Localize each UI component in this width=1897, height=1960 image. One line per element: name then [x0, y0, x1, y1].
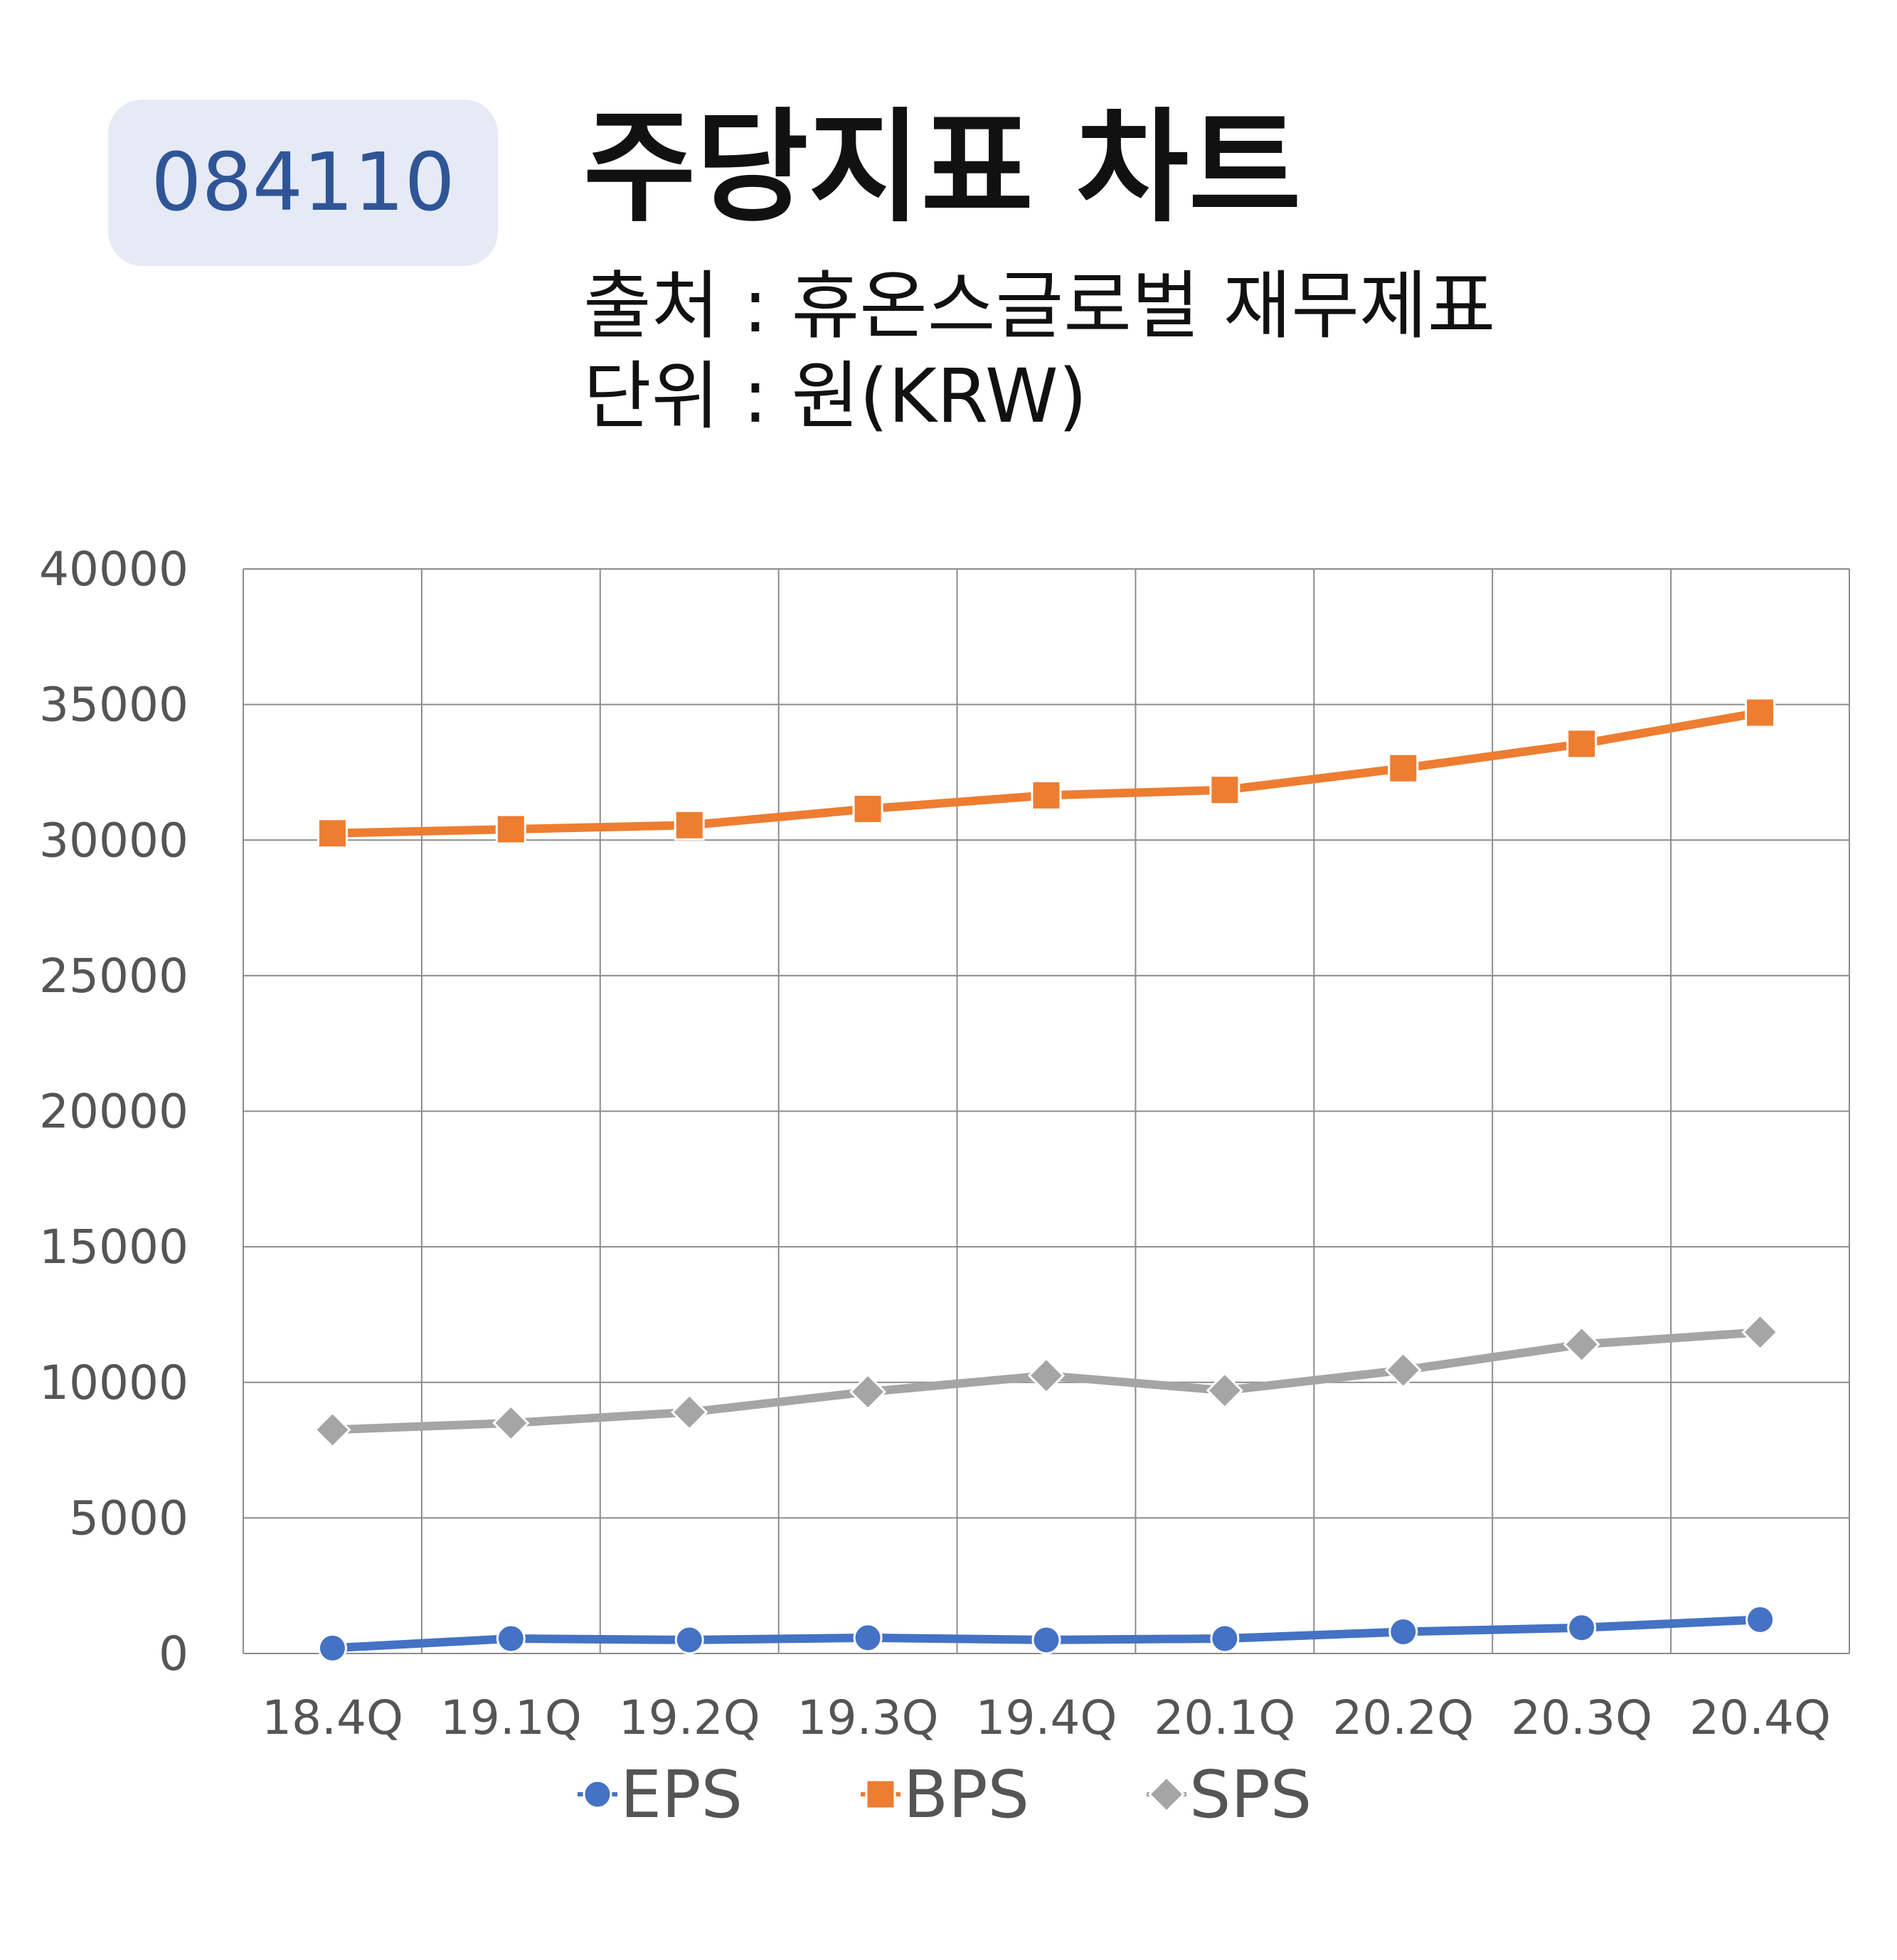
legend-item-bps: BPS	[861, 1757, 1029, 1833]
data-point-sps	[1206, 1372, 1244, 1410]
data-point-eps	[1745, 1604, 1775, 1634]
x-axis-ticks: 18.4Q 19.1Q 19.2Q 19.3Q 19.4Q 20.1Q 20.2Q 20.3Q…	[262, 1690, 1831, 1745]
line-chart: 0 5000 10000 15000 20000 25000 30000 35000 40000…	[39, 542, 1850, 1833]
data-point-sps	[1027, 1357, 1066, 1395]
legend-marker-eps	[583, 1779, 612, 1809]
chart-title: 주당지표 차트	[583, 96, 1302, 239]
legend-label-sps: SPS	[1189, 1757, 1312, 1833]
series-eps	[317, 1604, 1775, 1663]
x-tick-label: 19.4Q	[976, 1690, 1117, 1745]
data-point-eps	[1031, 1625, 1061, 1655]
data-point-eps	[317, 1633, 347, 1663]
y-tick-label: 0	[159, 1626, 188, 1681]
x-tick-label: 19.1Q	[440, 1690, 582, 1745]
y-tick-label: 15000	[39, 1220, 188, 1274]
data-point-eps	[1210, 1624, 1240, 1653]
data-point-sps	[1741, 1314, 1779, 1351]
data-point-eps	[496, 1624, 526, 1653]
x-tick-label: 20.1Q	[1154, 1690, 1295, 1745]
legend-item-eps: EPS	[578, 1757, 743, 1833]
data-point-bps	[1031, 779, 1062, 811]
x-tick-label: 19.2Q	[619, 1690, 760, 1745]
legend-marker-sps	[1147, 1775, 1186, 1813]
stock-code-badge: 084110	[108, 100, 498, 266]
y-axis-ticks: 0 5000 10000 15000 20000 25000 30000 35000 40000	[39, 542, 188, 1681]
legend-label-bps: BPS	[903, 1757, 1029, 1833]
data-point-sps	[492, 1404, 530, 1442]
data-point-bps	[1388, 752, 1419, 784]
data-point-eps	[1388, 1617, 1418, 1646]
data-point-sps	[1563, 1326, 1600, 1363]
data-point-sps	[849, 1373, 887, 1411]
legend-label-eps: EPS	[620, 1757, 743, 1833]
y-tick-label: 35000	[39, 678, 188, 733]
data-point-bps	[317, 818, 348, 849]
x-tick-label: 20.3Q	[1511, 1690, 1652, 1745]
data-point-sps	[671, 1393, 708, 1431]
data-point-sps	[314, 1411, 351, 1449]
data-point-eps	[674, 1625, 704, 1655]
y-tick-label: 25000	[39, 949, 188, 1003]
x-tick-label: 20.4Q	[1689, 1690, 1831, 1745]
unit-note: 단위 : 원(KRW)	[583, 353, 1088, 440]
y-tick-label: 20000	[39, 1085, 188, 1139]
x-tick-label: 18.4Q	[262, 1690, 403, 1745]
legend-marker-bps	[865, 1779, 896, 1810]
chart-grid	[243, 568, 1850, 1654]
data-point-sps	[1384, 1351, 1422, 1389]
data-point-bps	[1745, 697, 1776, 728]
series-sps	[314, 1314, 1779, 1449]
source-note: 출처 : 휴온스글로벌 재무제표	[583, 262, 1496, 349]
chart-series	[314, 697, 1779, 1663]
legend-item-sps: SPS	[1147, 1757, 1312, 1833]
data-point-bps	[1566, 728, 1598, 760]
chart-legend: EPS BPS SPS	[578, 1757, 1312, 1833]
data-point-eps	[853, 1623, 883, 1653]
data-point-bps	[495, 814, 526, 845]
x-tick-label: 19.3Q	[797, 1690, 939, 1745]
y-tick-label: 30000	[39, 813, 188, 868]
data-point-bps	[674, 809, 705, 841]
series-line-bps	[328, 708, 1765, 838]
stock-code: 084110	[151, 137, 455, 229]
y-tick-label: 40000	[39, 542, 188, 597]
x-tick-label: 20.2Q	[1332, 1690, 1474, 1745]
data-point-bps	[852, 793, 883, 824]
y-tick-label: 10000	[39, 1356, 188, 1410]
y-tick-label: 5000	[69, 1491, 188, 1545]
series-bps	[317, 697, 1776, 849]
data-point-eps	[1567, 1613, 1597, 1643]
data-point-bps	[1209, 774, 1240, 806]
